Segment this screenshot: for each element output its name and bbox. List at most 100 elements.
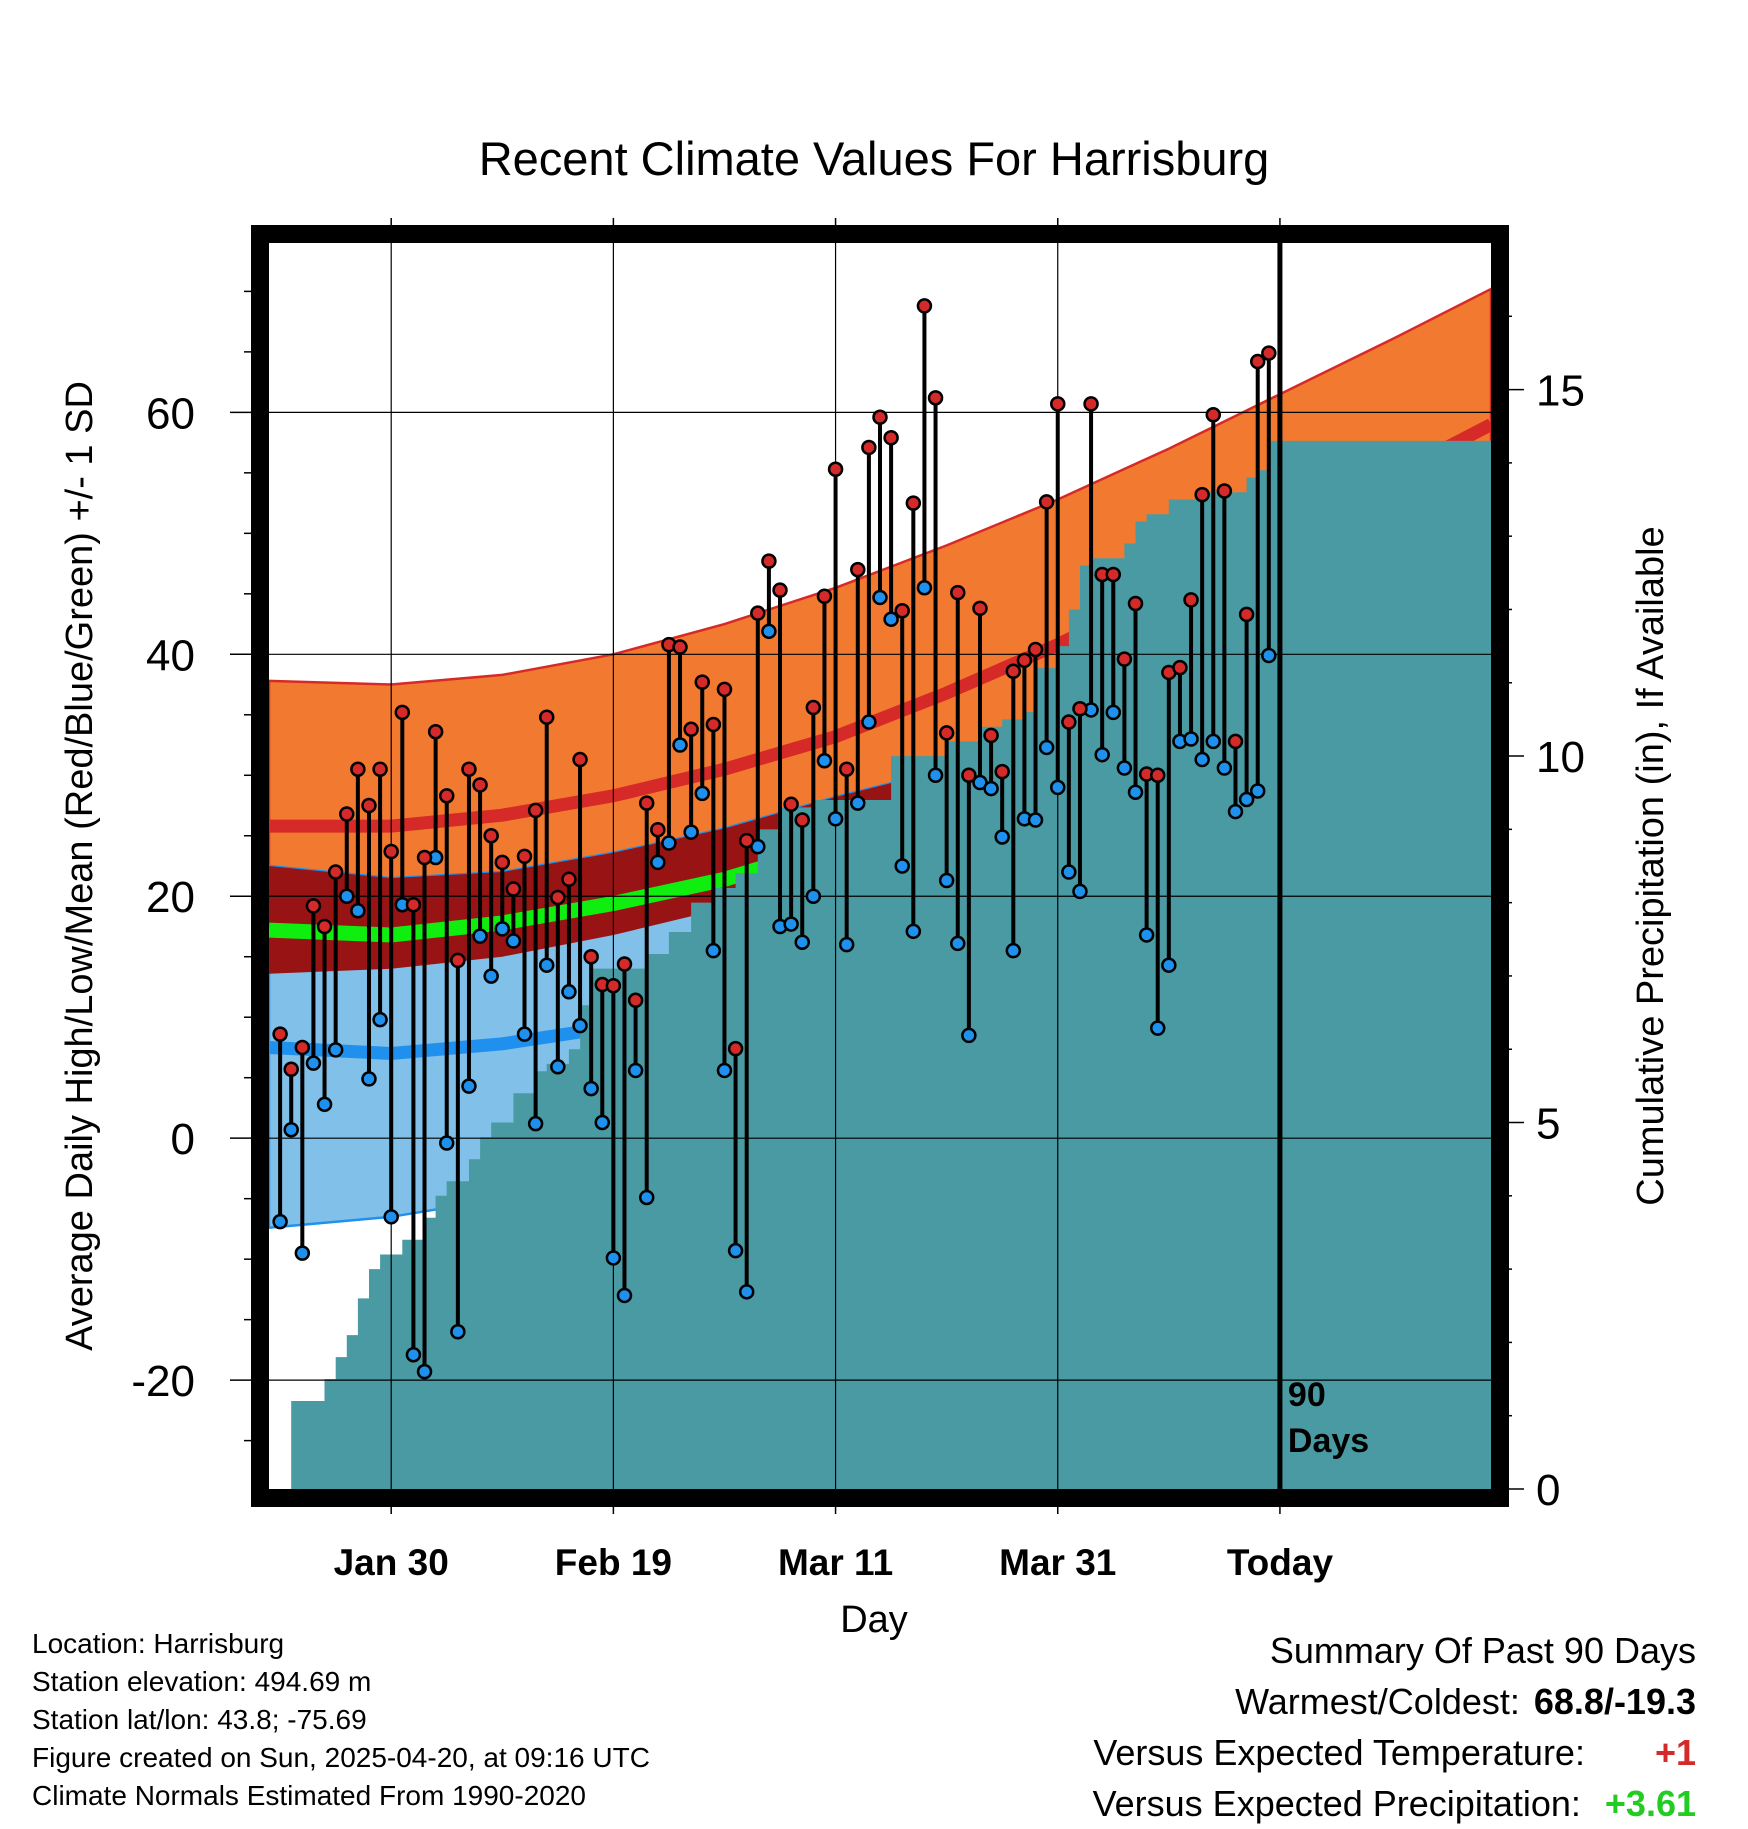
daily-low-point bbox=[561, 984, 577, 1000]
daily-low-point bbox=[827, 811, 844, 827]
daily-high-point bbox=[339, 806, 355, 822]
daily-low-point bbox=[538, 957, 555, 973]
daily-low-point bbox=[472, 928, 488, 944]
daily-high-point bbox=[972, 600, 988, 617]
daily-high-point bbox=[305, 898, 322, 914]
daily-high-point bbox=[405, 896, 422, 913]
x-tick-label: Today bbox=[1227, 1542, 1334, 1583]
daily-low-point bbox=[405, 1346, 422, 1363]
daily-low-point bbox=[339, 888, 355, 904]
created-text: Figure created on Sun, 2025-04-20, at 09… bbox=[32, 1742, 650, 1773]
y2-axis-label: Cumulative Precipitation (in), If Availa… bbox=[1630, 526, 1672, 1205]
daily-high-point bbox=[472, 777, 488, 793]
daily-low-point bbox=[516, 1026, 533, 1042]
daily-low-point bbox=[594, 1114, 611, 1131]
daily-low-point bbox=[1194, 751, 1210, 768]
daily-low-point bbox=[1249, 783, 1266, 799]
plot-frame bbox=[251, 225, 1509, 1507]
daily-low-point bbox=[1127, 784, 1144, 800]
daily-high-point bbox=[772, 582, 788, 598]
daily-high-point bbox=[827, 461, 844, 477]
daily-high-point bbox=[1172, 659, 1188, 676]
daily-high-point bbox=[1038, 494, 1055, 510]
daily-high-point bbox=[627, 992, 644, 1009]
daily-low-point bbox=[850, 795, 866, 811]
daily-high-point bbox=[805, 699, 822, 716]
daily-high-point bbox=[683, 721, 699, 738]
summary-title: Summary Of Past 90 Days bbox=[1269, 1630, 1696, 1671]
daily-low-point bbox=[350, 903, 366, 919]
daily-low-point bbox=[1061, 864, 1077, 880]
daily-high-point bbox=[538, 709, 555, 725]
daily-high-point bbox=[861, 439, 877, 456]
daily-high-point bbox=[1005, 663, 1022, 679]
daily-high-point bbox=[1183, 592, 1199, 608]
daily-low-point bbox=[983, 780, 999, 797]
daily-high-point bbox=[550, 889, 566, 906]
window-label-number: 90 bbox=[1288, 1376, 1326, 1414]
daily-low-point bbox=[294, 1245, 311, 1261]
daily-high-point bbox=[894, 603, 910, 619]
daily-low-point bbox=[905, 923, 922, 940]
daily-high-point bbox=[961, 767, 977, 784]
daily-low-point bbox=[883, 611, 899, 627]
daily-high-point bbox=[727, 1040, 744, 1057]
daily-high-point bbox=[938, 725, 955, 741]
daily-high-point bbox=[994, 763, 1010, 780]
daily-high-point bbox=[294, 1039, 311, 1056]
daily-low-point bbox=[383, 1209, 399, 1225]
daily-high-point bbox=[383, 843, 399, 860]
warmest-label: Warmest/Coldest: bbox=[1235, 1681, 1520, 1722]
daily-high-point bbox=[1027, 641, 1044, 658]
daily-high-point bbox=[1194, 486, 1210, 503]
daily-low-point bbox=[416, 1363, 433, 1380]
daily-high-point bbox=[283, 1061, 299, 1077]
x-tick-label: Mar 11 bbox=[778, 1542, 893, 1583]
daily-low-point bbox=[994, 829, 1010, 845]
daily-low-point bbox=[505, 933, 522, 949]
daily-low-point bbox=[627, 1062, 644, 1079]
y2-tick-label: 0 bbox=[1536, 1466, 1560, 1515]
daily-high-point bbox=[1238, 606, 1255, 623]
daily-high-point bbox=[1105, 566, 1122, 583]
daily-low-point bbox=[1005, 942, 1022, 959]
daily-low-point bbox=[272, 1213, 288, 1230]
daily-high-point bbox=[505, 881, 522, 897]
x-axis-label: Day bbox=[840, 1599, 908, 1641]
daily-low-point bbox=[1116, 760, 1133, 776]
daily-low-point bbox=[1238, 791, 1255, 808]
daily-high-point bbox=[350, 761, 366, 777]
plot-area bbox=[269, 243, 1491, 1489]
precip-area bbox=[280, 440, 1491, 1489]
daily-high-point bbox=[327, 864, 344, 880]
daily-low-point bbox=[1216, 760, 1233, 776]
x-tick-label: Jan 30 bbox=[334, 1542, 449, 1583]
y2-tick-label: 15 bbox=[1536, 367, 1585, 416]
daily-low-point bbox=[861, 714, 877, 730]
daily-high-point bbox=[1061, 714, 1077, 730]
daily-high-point bbox=[638, 795, 655, 811]
daily-high-point bbox=[794, 812, 810, 828]
daily-low-point bbox=[616, 1287, 633, 1304]
daily-high-point bbox=[450, 952, 466, 969]
y-tick-label: 0 bbox=[171, 1115, 195, 1164]
daily-high-point bbox=[616, 956, 633, 972]
daily-high-point bbox=[738, 832, 755, 849]
daily-low-point bbox=[794, 934, 810, 950]
daily-low-point bbox=[672, 737, 688, 753]
daily-high-point bbox=[783, 796, 799, 813]
daily-high-point bbox=[650, 821, 666, 838]
daily-high-point bbox=[694, 674, 711, 690]
daily-low-point bbox=[1027, 812, 1044, 828]
daily-high-point bbox=[1205, 407, 1222, 423]
daily-high-point bbox=[494, 854, 511, 871]
y-axis-label: Average Daily High/Low/Mean (Red/Blue/Gr… bbox=[59, 381, 101, 1351]
daily-high-point bbox=[1127, 595, 1144, 612]
daily-low-point bbox=[1183, 731, 1199, 747]
daily-high-point bbox=[883, 430, 899, 446]
daily-high-point bbox=[272, 1026, 288, 1042]
daily-low-point bbox=[450, 1323, 466, 1340]
daily-high-point bbox=[1083, 396, 1099, 412]
daily-low-point bbox=[838, 936, 855, 953]
